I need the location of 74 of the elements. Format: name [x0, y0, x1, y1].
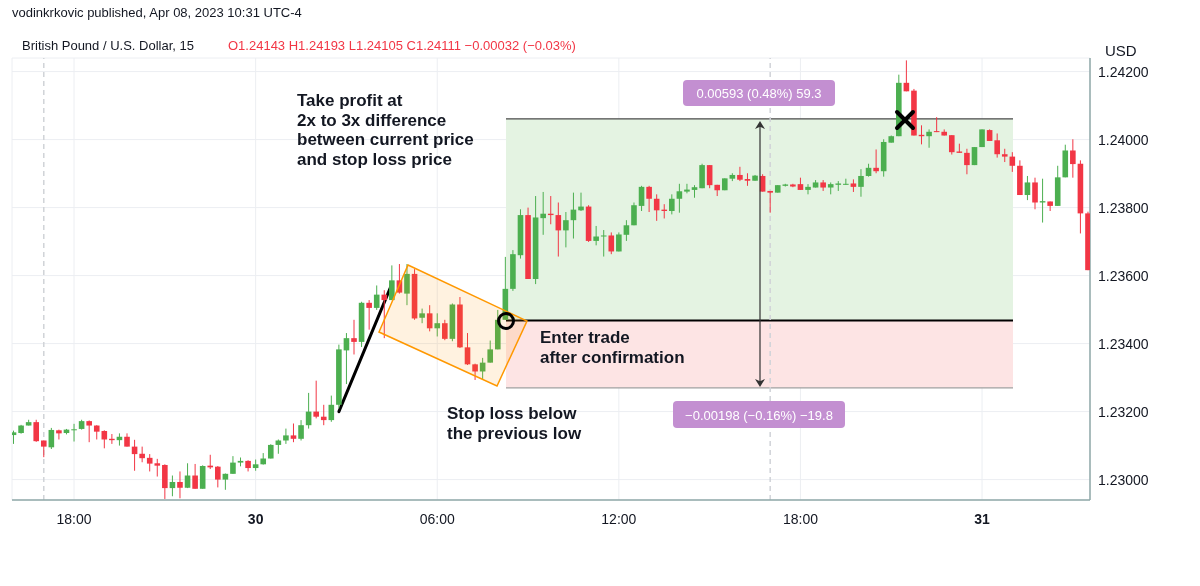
candlestick: [948, 134, 955, 156]
candlestick: [139, 446, 145, 463]
x-tick-label: 30: [247, 511, 264, 527]
candlestick: [669, 193, 675, 215]
candlestick: [290, 423, 297, 443]
y-tick-label: 1.23000: [1098, 471, 1149, 488]
annotation: −0.00198 (−0.16%) −19.8: [685, 407, 833, 423]
candlestick: [320, 404, 327, 426]
candlestick: [56, 429, 62, 440]
y-tick-label: 1.24000: [1098, 131, 1149, 148]
x-tick-label: 12:00: [601, 511, 637, 527]
candlestick: [404, 263, 410, 306]
candlestick: [389, 264, 395, 301]
candlestick: [199, 464, 206, 490]
candlestick: [366, 299, 372, 331]
annotation: Stop loss below the previous low: [447, 404, 582, 443]
x-tick-label: 06:00: [419, 511, 455, 527]
candlestick: [298, 419, 304, 441]
candlestick: [623, 219, 630, 242]
candlestick: [487, 340, 494, 364]
chart-subtitle: O1.24143 H1.24193 L1.24105 C1.24111 −0.00032 (−0.03%): [228, 38, 576, 53]
candlestick: [646, 185, 652, 213]
candlestick: [1039, 178, 1046, 224]
candlestick: [373, 284, 380, 311]
candlestick: [33, 419, 40, 443]
candlestick: [964, 148, 970, 175]
candlestick: [820, 179, 826, 192]
candlestick: [1024, 175, 1031, 201]
candlestick: [540, 191, 546, 236]
candlestick: [858, 168, 864, 198]
candlestick: [600, 229, 607, 258]
y-axis-title: USD: [1105, 42, 1137, 59]
candlestick: [699, 163, 705, 189]
candlestick: [684, 183, 690, 194]
candlestick: [71, 423, 77, 443]
candlestick: [994, 132, 1000, 159]
candlestick: [926, 128, 932, 149]
y-tick-label: 1.23600: [1098, 267, 1149, 284]
x-tick-label: 31: [974, 511, 991, 527]
x-tick-label: 18:00: [782, 511, 819, 527]
annotation: Take profit at 2x to 3x difference between current price and stop loss price: [297, 91, 474, 169]
candlestick: [162, 463, 168, 500]
candlestick: [472, 363, 478, 381]
annotation: 0.00593 (0.48%) 59.3: [696, 86, 822, 101]
candlestick: [873, 148, 879, 174]
y-tick-label: 1.23800: [1098, 199, 1149, 216]
candlestick: [434, 312, 441, 337]
candlestick: [313, 380, 319, 419]
candlestick: [396, 263, 403, 295]
candlestick: [215, 465, 221, 488]
annotation: Enter trade after confirmation: [540, 328, 685, 367]
candlestick: [805, 183, 811, 195]
candlestick: [283, 428, 289, 445]
candlestick: [177, 470, 183, 499]
candlestick: [1032, 177, 1038, 210]
text: vodinkrkovic published, Apr 08, 2023 10:31 UTC-4: [12, 5, 302, 20]
candlestick: [442, 319, 448, 341]
y-tick-label: 1.23200: [1098, 403, 1149, 420]
candlestick: [737, 166, 743, 182]
chart-title: British Pound / U.S. Dollar, 15: [22, 38, 194, 53]
candlestick: [563, 211, 569, 248]
y-tick-label: 1.23400: [1098, 335, 1149, 352]
candlestick: [608, 231, 615, 255]
candlestick: [381, 289, 388, 339]
candlestick: [351, 319, 357, 355]
candlestick: [1070, 138, 1076, 179]
candlestick: [1047, 200, 1053, 212]
candlestick: [419, 308, 425, 324]
candlestick: [676, 183, 683, 214]
candlestick: [86, 419, 92, 443]
candlestick: [192, 463, 198, 490]
candlestick: [593, 225, 599, 246]
x-tick-label: 18:00: [56, 511, 92, 527]
y-tick-label: 1.24200: [1098, 63, 1149, 80]
